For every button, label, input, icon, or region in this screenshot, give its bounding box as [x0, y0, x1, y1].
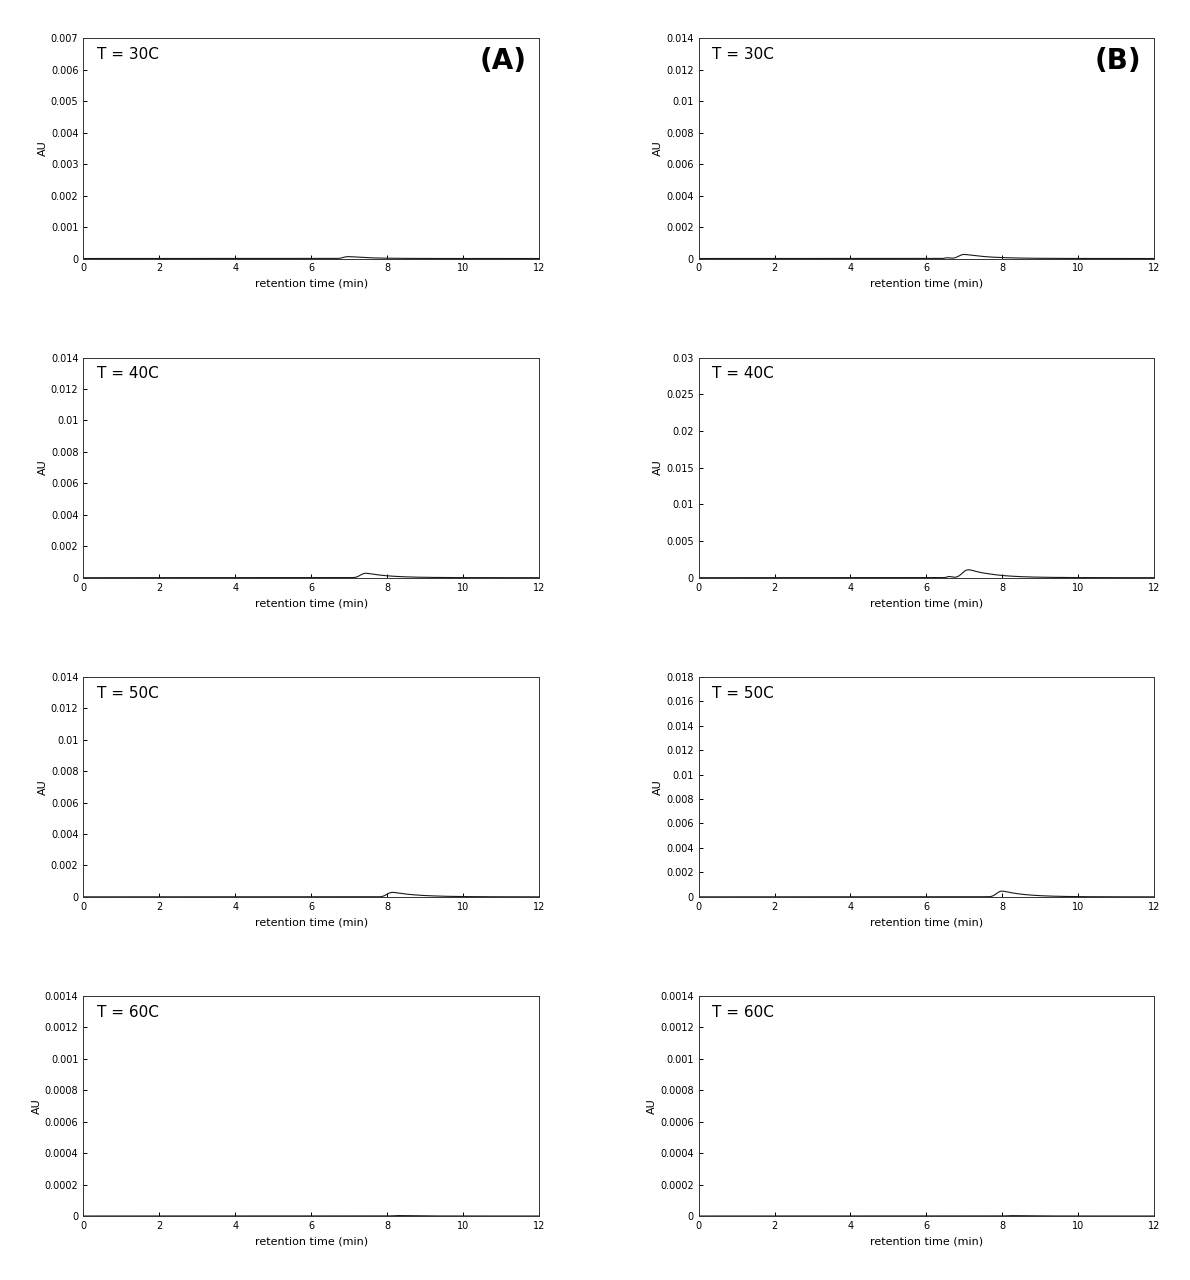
Y-axis label: AU: AU [647, 1098, 657, 1114]
X-axis label: retention time (min): retention time (min) [870, 598, 983, 608]
Text: T = 30C: T = 30C [713, 47, 775, 63]
X-axis label: retention time (min): retention time (min) [870, 1236, 983, 1247]
Y-axis label: AU: AU [38, 780, 48, 795]
Text: T = 40C: T = 40C [713, 366, 774, 381]
Text: T = 30C: T = 30C [96, 47, 158, 63]
X-axis label: retention time (min): retention time (min) [870, 279, 983, 289]
Text: T = 50C: T = 50C [713, 686, 774, 700]
X-axis label: retention time (min): retention time (min) [255, 598, 368, 608]
Y-axis label: AU: AU [32, 1098, 42, 1114]
Text: T = 40C: T = 40C [96, 366, 158, 381]
Text: T = 60C: T = 60C [96, 1005, 158, 1020]
X-axis label: retention time (min): retention time (min) [255, 279, 368, 289]
Y-axis label: AU: AU [38, 460, 48, 475]
Y-axis label: AU: AU [653, 780, 663, 795]
Y-axis label: AU: AU [38, 141, 48, 156]
Text: (B): (B) [1095, 47, 1141, 76]
Text: T = 50C: T = 50C [96, 686, 158, 700]
X-axis label: retention time (min): retention time (min) [255, 918, 368, 927]
Y-axis label: AU: AU [653, 141, 663, 156]
Text: T = 60C: T = 60C [713, 1005, 775, 1020]
X-axis label: retention time (min): retention time (min) [255, 1236, 368, 1247]
Y-axis label: AU: AU [653, 460, 663, 475]
X-axis label: retention time (min): retention time (min) [870, 918, 983, 927]
Text: (A): (A) [480, 47, 527, 76]
